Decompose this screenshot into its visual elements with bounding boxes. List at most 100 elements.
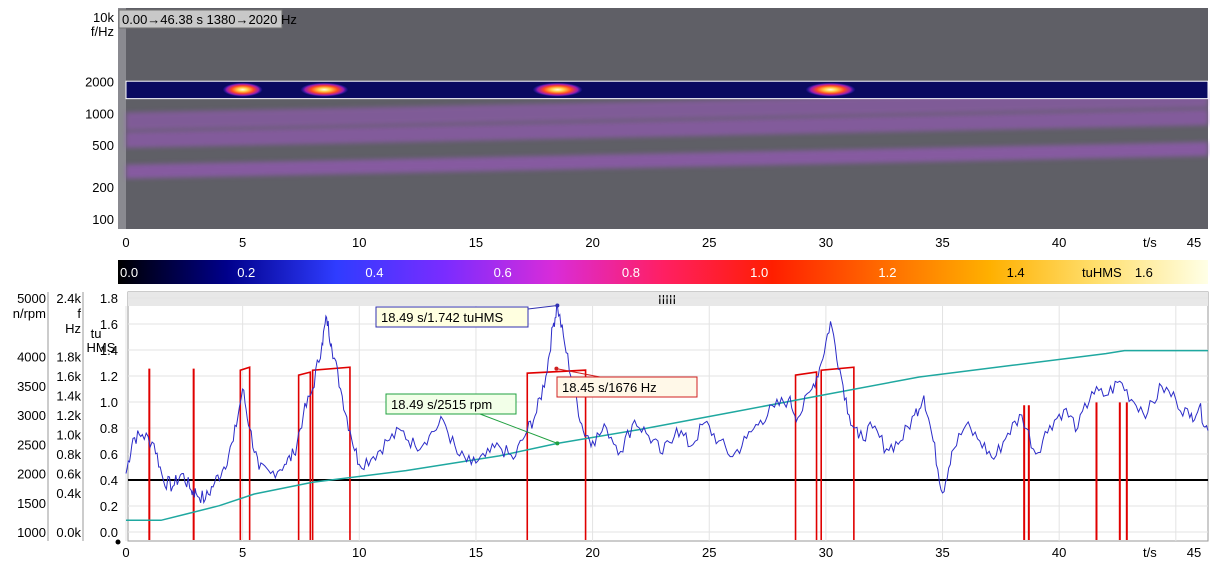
rpm-axis-tick: 3500 xyxy=(17,379,46,394)
frequency-segment xyxy=(239,366,251,540)
line-plot[interactable]: IIIII 18.49 s/1.742 tuHMS 18.45 s/1676 Hz… xyxy=(125,291,1209,542)
tuhms-axis-tick: 1.4 xyxy=(100,343,118,358)
colorbar-tick: 1.6 xyxy=(1135,265,1153,280)
rpm-axis-tick: 3000 xyxy=(17,408,46,423)
frequency-segment xyxy=(311,366,351,540)
annotation-point xyxy=(554,366,559,371)
selection-label-box xyxy=(118,9,283,29)
tuhms-axis-tick: 0.8 xyxy=(100,421,118,436)
spectrogram-y-tick: 2000 xyxy=(85,75,114,90)
rpm-axis-tick: 2000 xyxy=(17,467,46,482)
annotation-box xyxy=(375,306,529,328)
colorbar-tick: 0.6 xyxy=(494,265,512,280)
spectrogram-harmonic-bands xyxy=(126,89,1208,179)
plot-xlabel: t/s xyxy=(1143,545,1157,560)
harmonic-band xyxy=(126,89,1208,131)
hot-spot xyxy=(222,82,263,97)
freq-axis-tick: 1.2k xyxy=(56,408,81,423)
annotation-point xyxy=(555,303,560,308)
colorbar-ticks: 0.0 0.2 0.4 0.6 0.8 1.0 1.2 1.4 1.6 xyxy=(120,265,1153,280)
hot-spot xyxy=(300,82,349,97)
spectrogram-y-ticks: 100 200 500 1000 2000 xyxy=(85,75,114,227)
rpm-axis-tick: 2500 xyxy=(17,437,46,452)
annotation-point xyxy=(555,441,560,446)
annotation-text: 18.45 s/1676 Hz xyxy=(562,380,657,395)
plot-top-scrollbar[interactable] xyxy=(128,292,1208,306)
plot-x-tick: 5 xyxy=(239,545,246,560)
tuhms-axis-unit: HMS xyxy=(87,340,116,355)
freq-axis-tick: 1.4k xyxy=(56,389,81,404)
hot-spot xyxy=(532,82,583,97)
colorbar: 0.0 0.2 0.4 0.6 0.8 1.0 1.2 1.4 1.6 tuHMS xyxy=(118,260,1208,284)
colorbar-tick: 0.4 xyxy=(365,265,383,280)
spectrogram[interactable]: 0.00→46.38 s 1380→2020 Hz xyxy=(118,8,1209,229)
origin-dot xyxy=(115,539,121,545)
colorbar-tick: 1.2 xyxy=(878,265,896,280)
colorbar-tick: 1.0 xyxy=(750,265,768,280)
annotation-leader xyxy=(527,305,558,310)
spectrogram-x-ticks: 0 5 10 15 20 25 30 35 40 45 xyxy=(122,235,1201,250)
annotation-box xyxy=(385,393,517,415)
spectrogram-xlabel: t/s xyxy=(1143,235,1157,250)
colorbar-tick: 0.2 xyxy=(237,265,255,280)
annotation-leader xyxy=(556,368,601,378)
plot-x-ticks: 0 5 10 15 20 25 30 35 40 45 xyxy=(122,545,1201,560)
cursor-annotations: 18.49 s/1.742 tuHMS 18.45 s/1676 Hz 18.49 … xyxy=(375,303,698,446)
spectrogram-y-tick: 500 xyxy=(92,138,114,153)
plot-x-tick: 10 xyxy=(352,545,366,560)
spectrogram-hot-spots xyxy=(222,82,856,97)
freq-axis-tick: 0.4k xyxy=(56,486,81,501)
spectrogram-x-tick: 5 xyxy=(239,235,246,250)
tuhms-axis-tick: 0.2 xyxy=(100,499,118,514)
tuhms-axis-tick: 1.8 xyxy=(100,291,118,306)
rpm-axis-tick: 1500 xyxy=(17,496,46,511)
tuhms-axis-tick: 0.0 xyxy=(100,525,118,540)
tuhms-axis-tick: 1.0 xyxy=(100,395,118,410)
spectrogram-x-tick: 15 xyxy=(469,235,483,250)
plot-x-tick: 35 xyxy=(935,545,949,560)
plot-x-tick: 30 xyxy=(819,545,833,560)
spectrogram-x-tick: 20 xyxy=(585,235,599,250)
annotation-text: 18.49 s/2515 rpm xyxy=(391,397,492,412)
spectrogram-x-tick: 10 xyxy=(352,235,366,250)
plot-x-tick: 25 xyxy=(702,545,716,560)
colorbar-tick: 1.4 xyxy=(1007,265,1025,280)
tuhms-series xyxy=(125,304,1209,505)
plot-x-tick: 40 xyxy=(1052,545,1066,560)
tuhms-axis-label: tu xyxy=(91,326,102,341)
annotation-box xyxy=(556,376,698,398)
spectrogram-y-tick: 100 xyxy=(92,212,114,227)
scroll-marker[interactable]: IIIII xyxy=(658,292,676,307)
spectrogram-x-tick: 35 xyxy=(935,235,949,250)
plot-x-tick: 45 xyxy=(1187,545,1201,560)
spectrogram-x-tick: 40 xyxy=(1052,235,1066,250)
frequency-selection-band[interactable] xyxy=(125,80,1209,100)
spectrogram-y-tick: 1000 xyxy=(85,106,114,121)
spectrogram-x-tick: 25 xyxy=(702,235,716,250)
freq-axis-tick: 0.0k xyxy=(56,525,81,540)
rpm-axis-tick: 1000 xyxy=(17,525,46,540)
rpm-axis-top: 5000 xyxy=(17,291,46,306)
freq-axis-label: f xyxy=(77,306,81,321)
freq-axis-tick: 1.0k xyxy=(56,428,81,443)
plot-x-tick: 0 xyxy=(122,545,129,560)
spectrogram-y-tick: 200 xyxy=(92,180,114,195)
tuhms-axis-tick: 1.2 xyxy=(100,369,118,384)
colorbar-tick: 0.0 xyxy=(120,265,138,280)
spectrogram-x-tick: 30 xyxy=(819,235,833,250)
harmonic-band xyxy=(126,109,1208,148)
rpm-axis-label: n/rpm xyxy=(13,306,46,321)
freq-axis-unit: Hz xyxy=(65,321,81,336)
freq-axis-top: 2.4k xyxy=(56,291,81,306)
frequency-series xyxy=(148,366,1128,540)
plot-area xyxy=(127,291,1209,542)
hot-spot xyxy=(805,82,856,97)
colorbar-tick: 0.8 xyxy=(622,265,640,280)
colorbar-gradient xyxy=(118,260,1208,284)
annotation-text: 18.49 s/1.742 tuHMS xyxy=(381,310,503,325)
frequency-segment xyxy=(526,369,587,540)
colorbar-unit: tuHMS xyxy=(1082,265,1122,280)
plot-x-tick: 15 xyxy=(469,545,483,560)
selection-label: 0.00→46.38 s 1380→2020 Hz xyxy=(122,12,297,27)
